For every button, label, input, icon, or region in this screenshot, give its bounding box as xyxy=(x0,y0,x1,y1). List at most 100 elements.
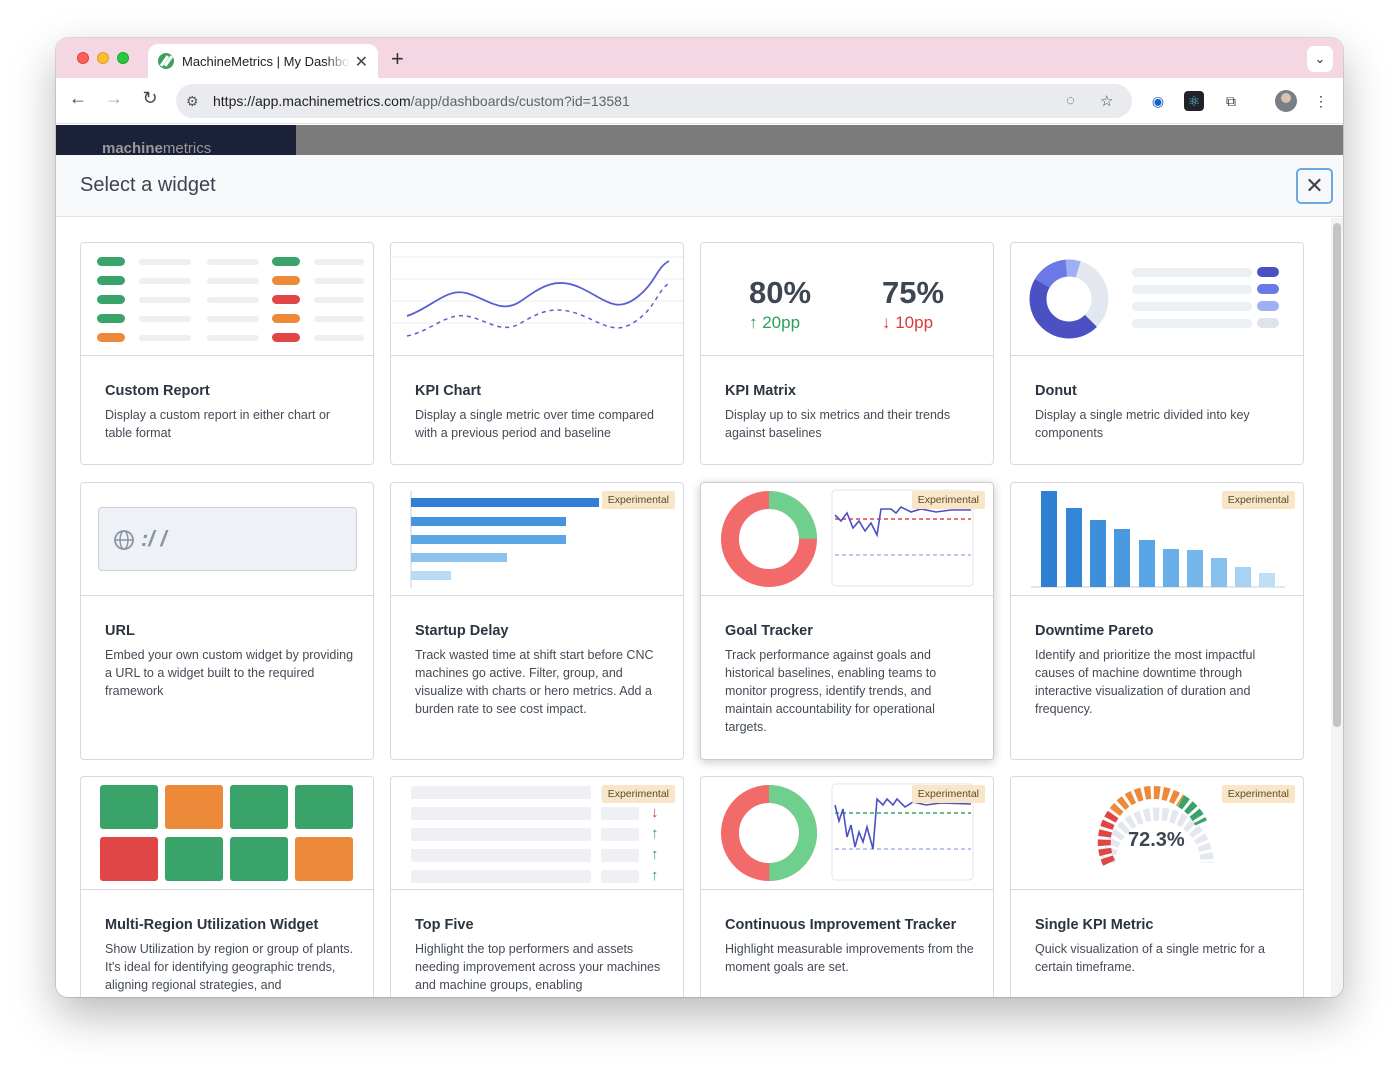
widget-card-downtime-pareto[interactable]: Experimental Downtime Pareto Identify an… xyxy=(1010,482,1304,760)
placeholder-bar xyxy=(139,316,191,322)
placeholder-bar xyxy=(207,297,259,303)
widget-title: Donut xyxy=(1035,383,1077,399)
arrow-up-icon: ↑ xyxy=(651,867,659,884)
forward-arrow-icon[interactable]: → xyxy=(105,88,123,108)
new-tab-button[interactable]: + xyxy=(391,46,404,71)
experimental-badge: Experimental xyxy=(911,491,985,509)
placeholder-bar xyxy=(207,278,259,284)
status-pill xyxy=(97,333,125,342)
experimental-badge: Experimental xyxy=(1221,491,1295,509)
multi-region-preview xyxy=(81,777,373,890)
single-kpi-preview: 72.3% Experimental xyxy=(1011,777,1303,890)
password-manager-icon[interactable]: ◉ xyxy=(1151,93,1165,109)
placeholder-bar xyxy=(314,297,364,303)
legend-bar xyxy=(1132,302,1252,311)
browser-menu-icon[interactable]: ⋮ xyxy=(1314,93,1328,109)
arrow-down-icon: ↓ xyxy=(651,804,659,821)
placeholder-bar xyxy=(314,316,364,322)
extensions-puzzle-icon[interactable]: ⧉ xyxy=(1226,93,1236,109)
ci-donut-segment xyxy=(721,785,817,881)
widget-card-goal-tracker[interactable]: Experimental Goal Tracker Track performa… xyxy=(700,482,994,760)
maximize-window-button[interactable] xyxy=(117,52,129,64)
profile-avatar[interactable] xyxy=(1275,90,1297,112)
region-tile xyxy=(165,785,223,829)
widget-card-top-five[interactable]: ↓ ↑ ↑ ↑ Experimental Top Five Highlight … xyxy=(390,776,684,997)
status-pill xyxy=(272,257,300,266)
kpi-matrix-preview: 80% ↑ 20pp 75% ↓ 10pp xyxy=(701,243,993,356)
placeholder-bar xyxy=(139,297,191,303)
bar xyxy=(1090,520,1106,587)
continuous-improvement-preview: Experimental xyxy=(701,777,993,890)
widget-card-startup-delay[interactable]: Experimental Startup Delay Track wasted … xyxy=(390,482,684,760)
tab-close-icon[interactable]: ✕ xyxy=(354,54,368,71)
legend-swatch xyxy=(1257,284,1279,294)
reload-icon[interactable]: ↻ xyxy=(142,88,158,108)
bar xyxy=(411,571,451,580)
status-pill xyxy=(272,314,300,323)
widget-description: Quick visualization of a single metric f… xyxy=(1035,942,1265,974)
widget-card-multi-region-utilization[interactable]: Multi-Region Utilization Widget Show Uti… xyxy=(80,776,374,997)
arrow-up-icon: ↑ xyxy=(651,825,659,842)
modal-header: Select a widget ✕ xyxy=(56,155,1343,217)
legend-swatch xyxy=(1257,267,1279,277)
widget-card-kpi-chart[interactable]: KPI Chart Display a single metric over t… xyxy=(390,242,684,465)
widget-description: Track wasted time at shift start before … xyxy=(415,648,654,716)
widget-card-kpi-matrix[interactable]: 80% ↑ 20pp 75% ↓ 10pp KPI Matrix Display… xyxy=(700,242,994,465)
bar xyxy=(1235,567,1251,587)
site-settings-icon[interactable]: ⚙ xyxy=(186,93,199,109)
modal-close-button[interactable]: ✕ xyxy=(1296,168,1333,204)
gauge-segment-green xyxy=(1177,795,1207,826)
performance-line xyxy=(834,797,972,850)
status-pill xyxy=(272,276,300,285)
browser-tab[interactable]: MachineMetrics | My Dashboard ✕ xyxy=(148,44,378,78)
scrollbar-thumb[interactable] xyxy=(1333,223,1341,727)
placeholder-bar xyxy=(207,335,259,341)
browser-titlebar: MachineMetrics | My Dashboard ✕ + ⌄ xyxy=(56,38,1343,78)
placeholder-bar xyxy=(411,828,591,841)
bar xyxy=(411,517,566,526)
close-window-button[interactable] xyxy=(77,52,89,64)
widget-card-continuous-improvement-tracker[interactable]: Experimental Continuous Improvement Trac… xyxy=(700,776,994,997)
widget-title: Custom Report xyxy=(105,383,210,399)
kpi-chart-svg xyxy=(391,256,683,337)
machinemetrics-favicon-icon xyxy=(158,53,174,69)
donut-segment xyxy=(1029,259,1109,339)
bar xyxy=(1114,529,1130,587)
widget-card-custom-report[interactable]: Custom Report Display a custom report in… xyxy=(80,242,374,465)
startup-delay-preview: Experimental xyxy=(391,483,683,596)
url-preview-box: :/ / xyxy=(98,507,357,571)
widget-description: Track performance against goals and hist… xyxy=(725,648,937,734)
region-tile xyxy=(100,837,158,881)
startup-delay-svg xyxy=(410,491,599,588)
widget-title: KPI Matrix xyxy=(725,383,796,399)
widget-description: Display up to six metrics and their tren… xyxy=(725,408,951,440)
bookmark-star-icon[interactable]: ☆ xyxy=(1100,93,1114,110)
address-bar[interactable]: ⚙ https://app.machinemetrics.com/app/das… xyxy=(176,84,1132,118)
widget-description: Display a single metric divided into key… xyxy=(1035,408,1250,440)
status-pill xyxy=(97,276,125,285)
minimize-window-button[interactable] xyxy=(97,52,109,64)
url-text: https://app.machinemetrics.com/app/dashb… xyxy=(213,93,630,109)
widget-card-single-kpi-metric[interactable]: 72.3% Experimental Single KPI Metric Qui… xyxy=(1010,776,1304,997)
react-devtools-icon[interactable]: ⚛ xyxy=(1184,91,1204,111)
kpi-delta-up: ↑ 20pp xyxy=(749,313,801,332)
status-pill xyxy=(97,314,125,323)
region-tile xyxy=(230,785,288,829)
eye-off-icon[interactable]: ◌ xyxy=(1066,92,1075,109)
widget-card-donut[interactable]: Donut Display a single metric divided in… xyxy=(1010,242,1304,465)
placeholder-bar xyxy=(411,786,591,799)
select-widget-modal: Select a widget ✕ xyxy=(56,155,1343,997)
tab-search-chevron-icon[interactable]: ⌄ xyxy=(1307,46,1333,72)
widget-description: Show Utilization by region or group of p… xyxy=(105,942,354,992)
machinemetrics-logo: machinemetrics xyxy=(102,140,212,157)
top-five-preview: ↓ ↑ ↑ ↑ Experimental xyxy=(391,777,683,890)
back-arrow-icon[interactable]: ← xyxy=(69,88,87,108)
gauge-track xyxy=(1102,807,1214,864)
status-pill xyxy=(272,295,300,304)
gauge-svg xyxy=(1097,785,1214,866)
region-tile xyxy=(230,837,288,881)
widget-title: Startup Delay xyxy=(415,623,509,639)
placeholder-bar xyxy=(411,807,591,820)
widget-card-url[interactable]: :/ / URL Embed your own custom widget by… xyxy=(80,482,374,760)
experimental-badge: Experimental xyxy=(1221,785,1295,803)
